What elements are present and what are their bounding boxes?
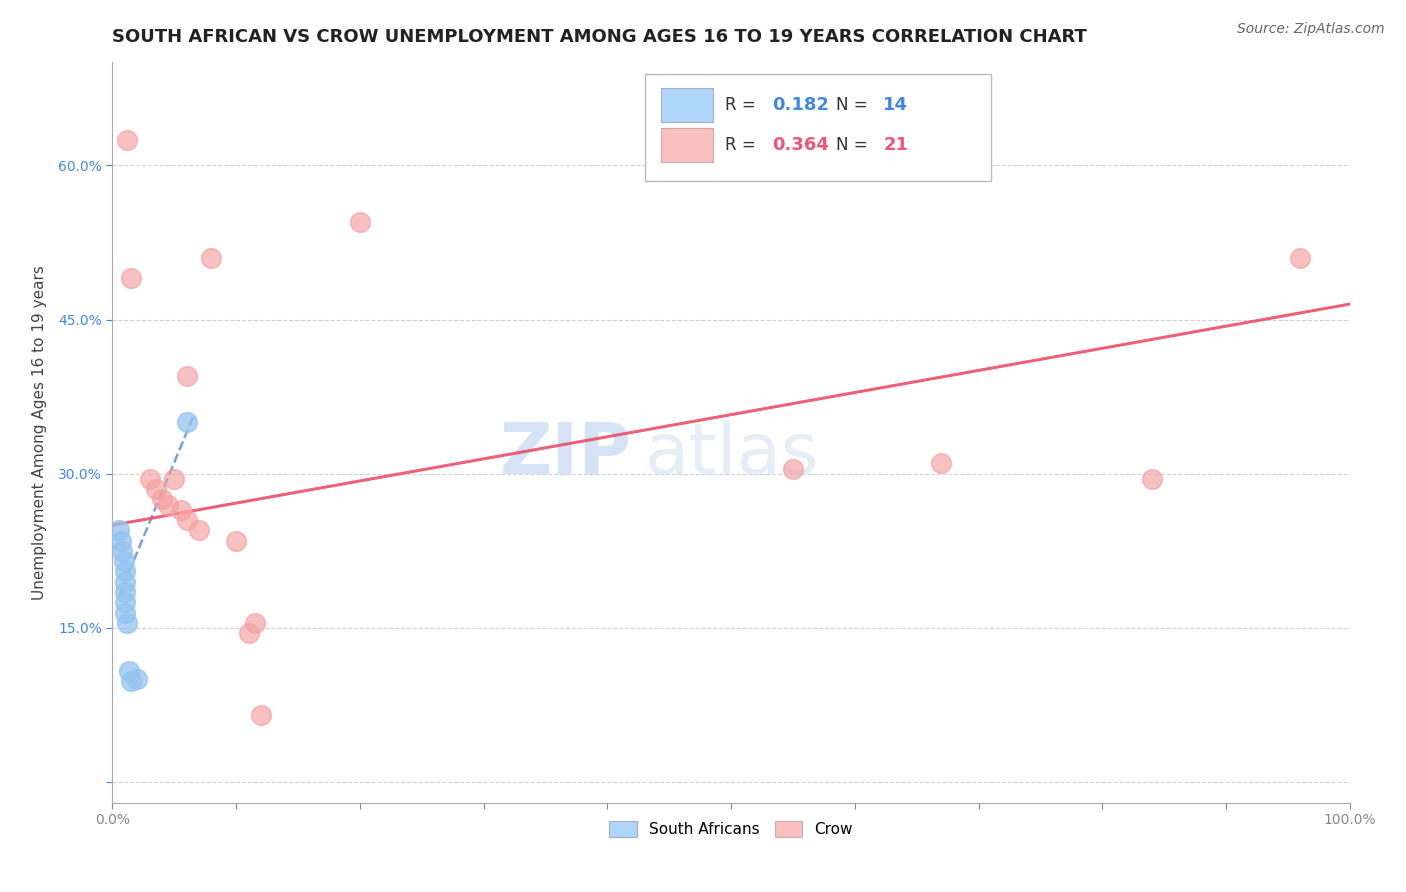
Point [107,524,129,538]
Point [163,472,186,486]
Text: 14: 14 [883,96,908,114]
Point [782,461,804,475]
Point [127,673,149,687]
Point [176,415,198,429]
Point [243,615,266,630]
FancyBboxPatch shape [644,73,991,181]
Point [114,585,136,599]
Point [114,565,136,579]
Point [111,544,134,558]
Point [1140,472,1163,486]
Text: R =: R = [725,96,761,114]
Point [138,472,160,486]
Point [114,606,136,620]
Point [238,626,260,640]
Legend: South Africans, Crow: South Africans, Crow [603,815,859,843]
Point [225,533,247,548]
Text: 0.182: 0.182 [772,96,830,114]
Text: Source: ZipAtlas.com: Source: ZipAtlas.com [1237,22,1385,37]
Point [157,498,180,512]
Text: R =: R = [725,136,761,154]
Point [110,533,132,548]
Text: N =: N = [837,136,873,154]
Y-axis label: Unemployment Among Ages 16 to 19 years: Unemployment Among Ages 16 to 19 years [32,265,46,600]
Point [114,595,136,609]
Point [176,513,198,527]
Text: ZIP: ZIP [501,420,633,490]
Point [250,708,273,723]
Point [117,615,139,630]
Text: 21: 21 [883,136,908,154]
Text: 0.364: 0.364 [772,136,828,154]
Point [114,574,136,589]
Point [1289,251,1312,265]
Point [112,554,135,568]
Point [150,492,173,507]
Point [120,674,142,689]
Point [188,524,211,538]
Point [145,482,167,496]
Text: atlas: atlas [644,420,818,490]
FancyBboxPatch shape [661,128,713,162]
Point [200,251,222,265]
Point [931,457,953,471]
Point [349,215,371,229]
Text: N =: N = [837,96,873,114]
Point [169,502,191,516]
Point [117,664,139,678]
Point [176,369,198,384]
Point [120,271,142,285]
Text: SOUTH AFRICAN VS CROW UNEMPLOYMENT AMONG AGES 16 TO 19 YEARS CORRELATION CHART: SOUTH AFRICAN VS CROW UNEMPLOYMENT AMONG… [112,28,1087,45]
Point [117,132,139,146]
FancyBboxPatch shape [661,88,713,122]
